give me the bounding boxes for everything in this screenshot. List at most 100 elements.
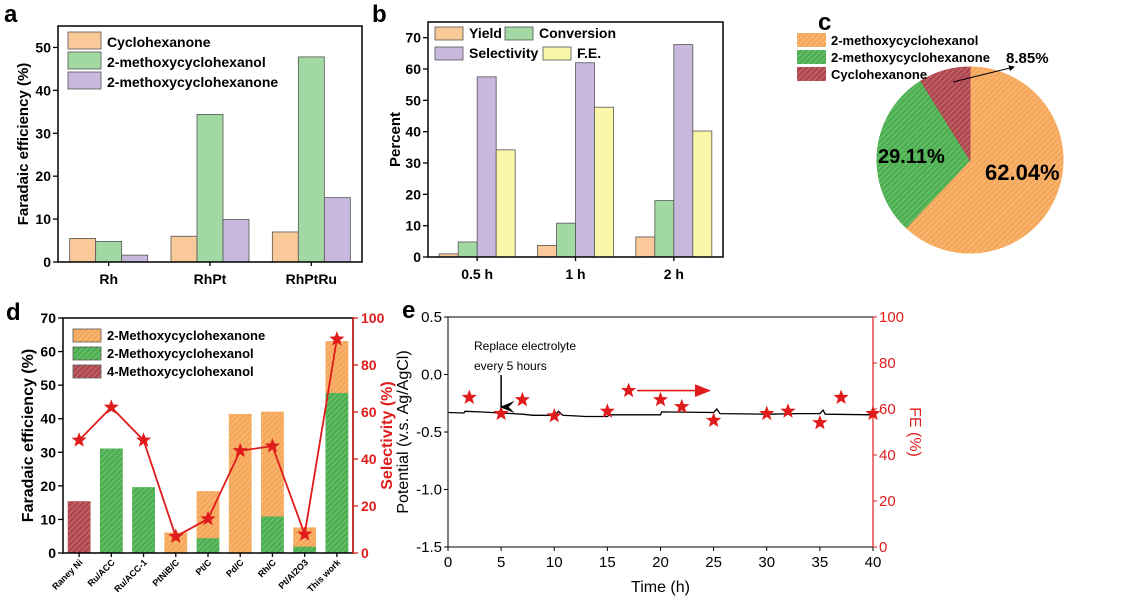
- y-tick-label: 0: [48, 545, 56, 561]
- x-tick-label: Rh/C: [256, 557, 278, 579]
- y-tick-label: 30: [40, 444, 56, 460]
- bar-a: [121, 254, 149, 263]
- legend-label: 2-Methoxycyclohexanol: [107, 346, 254, 361]
- bar-a: [297, 56, 325, 263]
- x-tick-label: 1 h: [565, 266, 585, 282]
- bar-hatch: [261, 412, 284, 517]
- fe-point: [652, 391, 669, 407]
- panel-label-d: d: [6, 299, 21, 326]
- x-tick-label: 0.5 h: [461, 266, 493, 282]
- y2-tick-label: 20: [879, 493, 896, 510]
- y-tick-label: -1.5: [416, 539, 442, 556]
- x-tick-label: 20: [652, 554, 669, 571]
- fe-point: [833, 389, 849, 404]
- x-tick-label: 25: [705, 554, 722, 571]
- x-tick-label: PtNiB/C: [150, 557, 181, 588]
- bar-a: [95, 241, 123, 263]
- y2-tick-label: 100: [879, 309, 904, 326]
- bar-a: [222, 219, 250, 263]
- legend-label: 2-methoxycyclohexanone: [107, 74, 278, 90]
- fe-point: [493, 405, 509, 421]
- bar-b: [635, 236, 656, 258]
- y-tick-label: 0: [43, 254, 51, 270]
- x-tick-label: RhPtRu: [286, 271, 337, 287]
- x-tick-label: Rh: [99, 271, 118, 287]
- y2-axis-label: FE (%): [906, 407, 923, 457]
- bar-b: [692, 130, 713, 258]
- y-tick-label: 70: [405, 30, 421, 46]
- y2-tick-label: 0: [879, 539, 887, 556]
- bar-a: [271, 231, 299, 263]
- bar-hatch: [229, 414, 252, 553]
- legend-label: Cyclohexanone: [107, 34, 211, 50]
- pie-hatch: [920, 67, 970, 160]
- legend-label: Conversion: [539, 25, 616, 41]
- bar-hatch: [325, 341, 348, 393]
- y-axis-label: Faradaic efficiency (%): [15, 63, 32, 226]
- y2-tick-label: 80: [361, 357, 377, 373]
- bar-b: [575, 62, 595, 258]
- y-tick-label: 40: [35, 82, 51, 98]
- bar-a: [170, 235, 198, 263]
- bar-b: [537, 245, 557, 258]
- bar-b: [673, 44, 694, 258]
- y-tick-label: 30: [35, 125, 51, 141]
- y-axis-label: Faradaic efficiency (%): [20, 349, 37, 522]
- selectivity-point: [329, 331, 345, 346]
- legend-label: 2-methoxycyclohexanol: [107, 54, 266, 70]
- panel-label-b: b: [372, 1, 387, 28]
- fe-point: [706, 412, 722, 427]
- y-tick-label: 20: [405, 186, 421, 202]
- x-tick-label: Pd/C: [224, 557, 246, 579]
- legend-hatch: [797, 67, 826, 81]
- y-axis-label: Percent: [387, 112, 404, 167]
- y-axis-label: Potential (v.s. Ag/AgCl): [395, 350, 412, 513]
- panel-label-e: e: [402, 297, 415, 324]
- bar-b: [654, 200, 675, 258]
- y-tick-label: 50: [40, 377, 56, 393]
- y-tick-label: 40: [405, 124, 421, 140]
- legend-swatch: [504, 26, 534, 41]
- y-tick-label: 50: [405, 92, 421, 108]
- y-tick-label: 30: [405, 155, 421, 171]
- legend-hatch: [797, 33, 826, 47]
- fe-point: [546, 407, 562, 423]
- y2-tick-label: 40: [879, 447, 896, 464]
- selectivity-point: [200, 510, 216, 526]
- legend-label: F.E.: [577, 45, 601, 61]
- y-tick-label: -0.5: [416, 424, 442, 441]
- panel-label-a: a: [4, 1, 18, 28]
- y-tick-label: 40: [40, 411, 56, 427]
- x-axis-label: Time (h): [631, 579, 690, 596]
- legend-swatch: [67, 71, 102, 90]
- bar-hatch: [197, 537, 219, 553]
- y2-tick-label: 100: [361, 310, 385, 326]
- y-tick-label: -1.0: [416, 482, 442, 499]
- x-tick-label: Ru/ACC-1: [112, 557, 149, 594]
- fe-point: [780, 403, 796, 418]
- x-tick-label: This work: [306, 557, 343, 594]
- y-tick-label: 60: [405, 61, 421, 77]
- x-tick-label: 0: [444, 554, 452, 571]
- bar-b: [556, 222, 576, 258]
- x-tick-label: 40: [865, 554, 882, 571]
- fe-point: [812, 414, 828, 430]
- legend-swatch: [434, 46, 464, 61]
- callout-arrow: [952, 65, 1015, 83]
- bar-a: [69, 237, 97, 263]
- x-tick-label: 30: [758, 554, 775, 571]
- fe-point: [621, 382, 637, 398]
- x-tick-label: Ru/ACC: [86, 557, 117, 588]
- selectivity-point: [297, 526, 313, 541]
- bar-hatch: [293, 546, 316, 553]
- fe-point: [599, 403, 615, 418]
- legend-swatch: [434, 26, 464, 41]
- legend-hatch: [73, 329, 101, 342]
- panel-label-c: c: [818, 9, 831, 36]
- bar-hatch: [325, 392, 348, 553]
- y-tick-label: 10: [35, 211, 51, 227]
- selectivity-point: [264, 438, 281, 453]
- y2-tick-label: 60: [879, 401, 896, 418]
- legend-swatch: [67, 31, 102, 50]
